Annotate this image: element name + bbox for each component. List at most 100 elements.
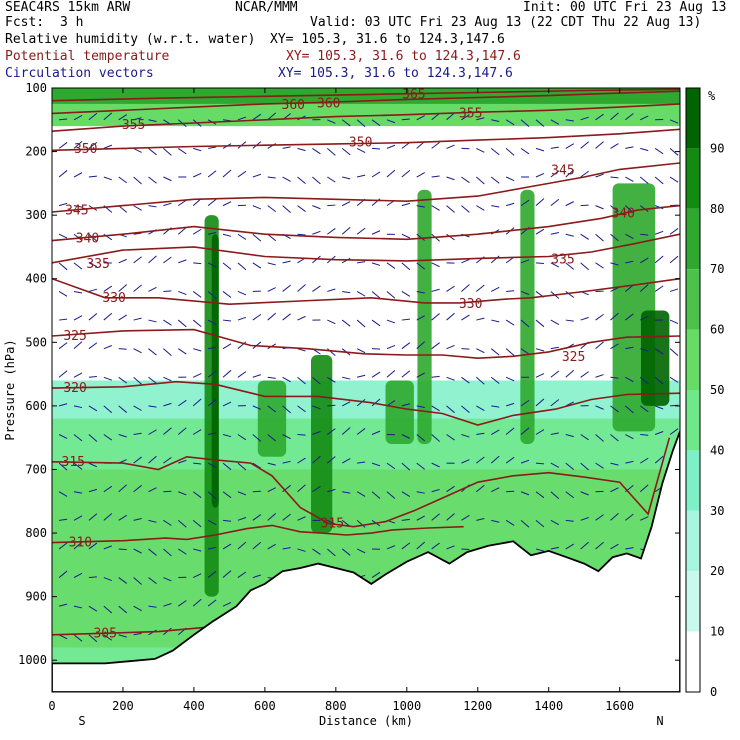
circulation-vector bbox=[446, 545, 455, 550]
circulation-vector bbox=[312, 176, 321, 185]
circulation-vector bbox=[312, 405, 321, 410]
circulation-vector bbox=[550, 399, 560, 407]
colorbar-tick-label: 0 bbox=[710, 685, 717, 699]
circulation-vector bbox=[625, 405, 634, 414]
circulation-vector bbox=[625, 460, 634, 464]
circulation-vector bbox=[133, 117, 142, 121]
colorbar-frame bbox=[685, 87, 701, 693]
circulation-vector bbox=[416, 405, 425, 408]
circulation-vector bbox=[58, 491, 68, 497]
circulation-vector bbox=[520, 348, 530, 355]
circulation-vector bbox=[58, 603, 68, 607]
x-tick-label: 0 bbox=[48, 699, 55, 713]
colorbar-tick-label: 40 bbox=[710, 443, 724, 457]
org-label: NCAR/MMM bbox=[235, 0, 298, 15]
circulation-vector bbox=[118, 114, 127, 121]
circulation-vector bbox=[550, 491, 560, 500]
circulation-vector bbox=[565, 369, 575, 378]
circulation-vector bbox=[252, 262, 262, 269]
field-theta-xy: XY= 105.3, 31.6 to 124.3,147.6 bbox=[286, 49, 521, 64]
circulation-vector bbox=[177, 519, 187, 528]
circulation-vector bbox=[207, 491, 217, 500]
circulation-vector bbox=[327, 456, 336, 464]
circulation-vector bbox=[550, 198, 560, 207]
circulation-vector bbox=[148, 148, 157, 156]
circulation-vector bbox=[535, 228, 545, 235]
circulation-vector bbox=[610, 343, 619, 350]
circulation-vector bbox=[371, 171, 381, 178]
circulation-vector bbox=[282, 313, 291, 321]
circulation-vector bbox=[222, 343, 232, 350]
theta-label-320: 320 bbox=[63, 381, 86, 396]
colorbar-tick-label: 10 bbox=[710, 625, 724, 639]
circulation-vector bbox=[148, 286, 157, 292]
circulation-vector bbox=[118, 605, 128, 614]
theta-contour-345 bbox=[52, 162, 680, 213]
circulation-vector bbox=[401, 462, 411, 471]
circulation-vector bbox=[476, 205, 485, 211]
circulation-vector bbox=[669, 119, 679, 124]
circulation-vector bbox=[282, 284, 291, 292]
circulation-vector bbox=[252, 514, 262, 521]
circulation-vector bbox=[416, 341, 426, 350]
theta-label-350: 350 bbox=[74, 142, 97, 157]
circulation-vector bbox=[73, 515, 83, 521]
terrain bbox=[52, 430, 680, 692]
circulation-vector bbox=[535, 429, 545, 435]
circulation-vector bbox=[133, 518, 142, 521]
circulation-vector bbox=[386, 491, 396, 499]
circulation-vector bbox=[207, 370, 217, 378]
circulation-vector bbox=[356, 491, 366, 497]
theta-contour-360 bbox=[52, 90, 680, 115]
circulation-vector bbox=[148, 429, 157, 435]
circulation-vector bbox=[476, 147, 485, 153]
circulation-vector bbox=[401, 202, 410, 207]
circulation-vector bbox=[356, 119, 366, 128]
circulation-vector bbox=[88, 405, 98, 412]
circulation-vector bbox=[461, 376, 470, 384]
circulation-vector bbox=[178, 399, 187, 407]
circulation-vector bbox=[207, 399, 217, 407]
circulation-vector bbox=[237, 462, 247, 471]
circulation-vector bbox=[401, 518, 410, 521]
circulation-vector bbox=[595, 405, 604, 410]
circulation-vector bbox=[73, 634, 83, 642]
circulation-vector bbox=[163, 577, 172, 582]
circulation-vector bbox=[59, 318, 68, 321]
y-tick-label: 800 bbox=[25, 526, 47, 540]
circulation-vector bbox=[431, 513, 440, 521]
circulation-vector bbox=[222, 434, 232, 438]
circulation-vector bbox=[148, 205, 157, 208]
theta-contour-340 bbox=[52, 204, 680, 242]
circulation-vector bbox=[267, 112, 277, 121]
circulation-vector bbox=[580, 316, 589, 321]
circulation-vector bbox=[58, 570, 68, 578]
circulation-vector bbox=[565, 201, 574, 207]
circulation-vector bbox=[491, 319, 500, 323]
circulation-vector bbox=[312, 485, 321, 493]
circulation-vector bbox=[118, 434, 127, 438]
circulation-vector bbox=[610, 462, 619, 466]
colorbar-segment bbox=[686, 88, 700, 149]
circulation-vector bbox=[312, 205, 321, 210]
circulation-vector bbox=[490, 255, 500, 264]
circulation-vector bbox=[237, 491, 247, 496]
circulation-vector bbox=[193, 462, 202, 465]
circulation-vector bbox=[416, 541, 426, 550]
circulation-vector bbox=[476, 117, 485, 121]
circulation-vector bbox=[267, 376, 276, 379]
circulation-vector bbox=[312, 548, 321, 555]
y-tick-label: 500 bbox=[25, 335, 47, 349]
circulation-vector bbox=[163, 348, 172, 356]
circulation-vector bbox=[371, 119, 381, 127]
circulation-vector bbox=[118, 348, 127, 350]
circulation-vector bbox=[431, 342, 440, 350]
circulation-vector bbox=[654, 285, 664, 292]
endpoint-left: S bbox=[78, 714, 85, 728]
circulation-vector bbox=[222, 369, 232, 378]
circulation-vector bbox=[535, 262, 544, 265]
circulation-vector bbox=[297, 205, 306, 212]
y-tick-label: 700 bbox=[25, 462, 47, 476]
colorbar-segment bbox=[686, 571, 700, 632]
circulation-vector bbox=[535, 319, 545, 328]
